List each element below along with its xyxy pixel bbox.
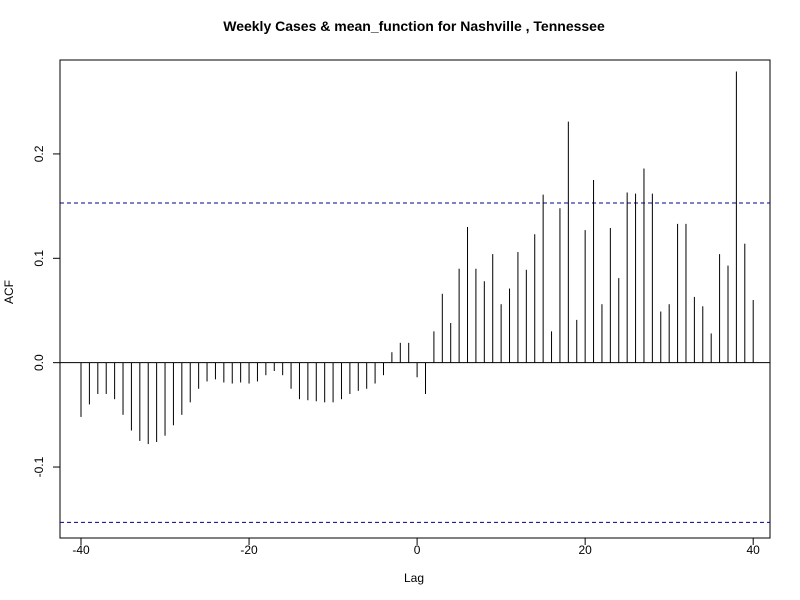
x-tick-label: 40	[747, 543, 761, 557]
x-axis-label: Lag	[404, 571, 424, 585]
x-tick-label: -40	[72, 543, 90, 557]
x-tick-label: 0	[414, 543, 421, 557]
x-tick-label: -20	[240, 543, 258, 557]
y-tick-label: -0.1	[32, 456, 46, 477]
chart-title: Weekly Cases & mean_function for Nashvil…	[223, 18, 605, 34]
x-tick-label: 20	[578, 543, 592, 557]
y-axis: -0.1 0.0 0.1 0.2	[32, 145, 61, 477]
y-tick-label: 0.1	[32, 250, 46, 267]
y-tick-label: 0.0	[32, 354, 46, 371]
y-tick-label: 0.2	[32, 145, 46, 162]
plot-frame	[59, 59, 771, 539]
y-axis-label: ACF	[2, 280, 16, 304]
acf-bars	[80, 71, 754, 445]
x-axis: -40 -20 0 20 40	[72, 537, 761, 557]
